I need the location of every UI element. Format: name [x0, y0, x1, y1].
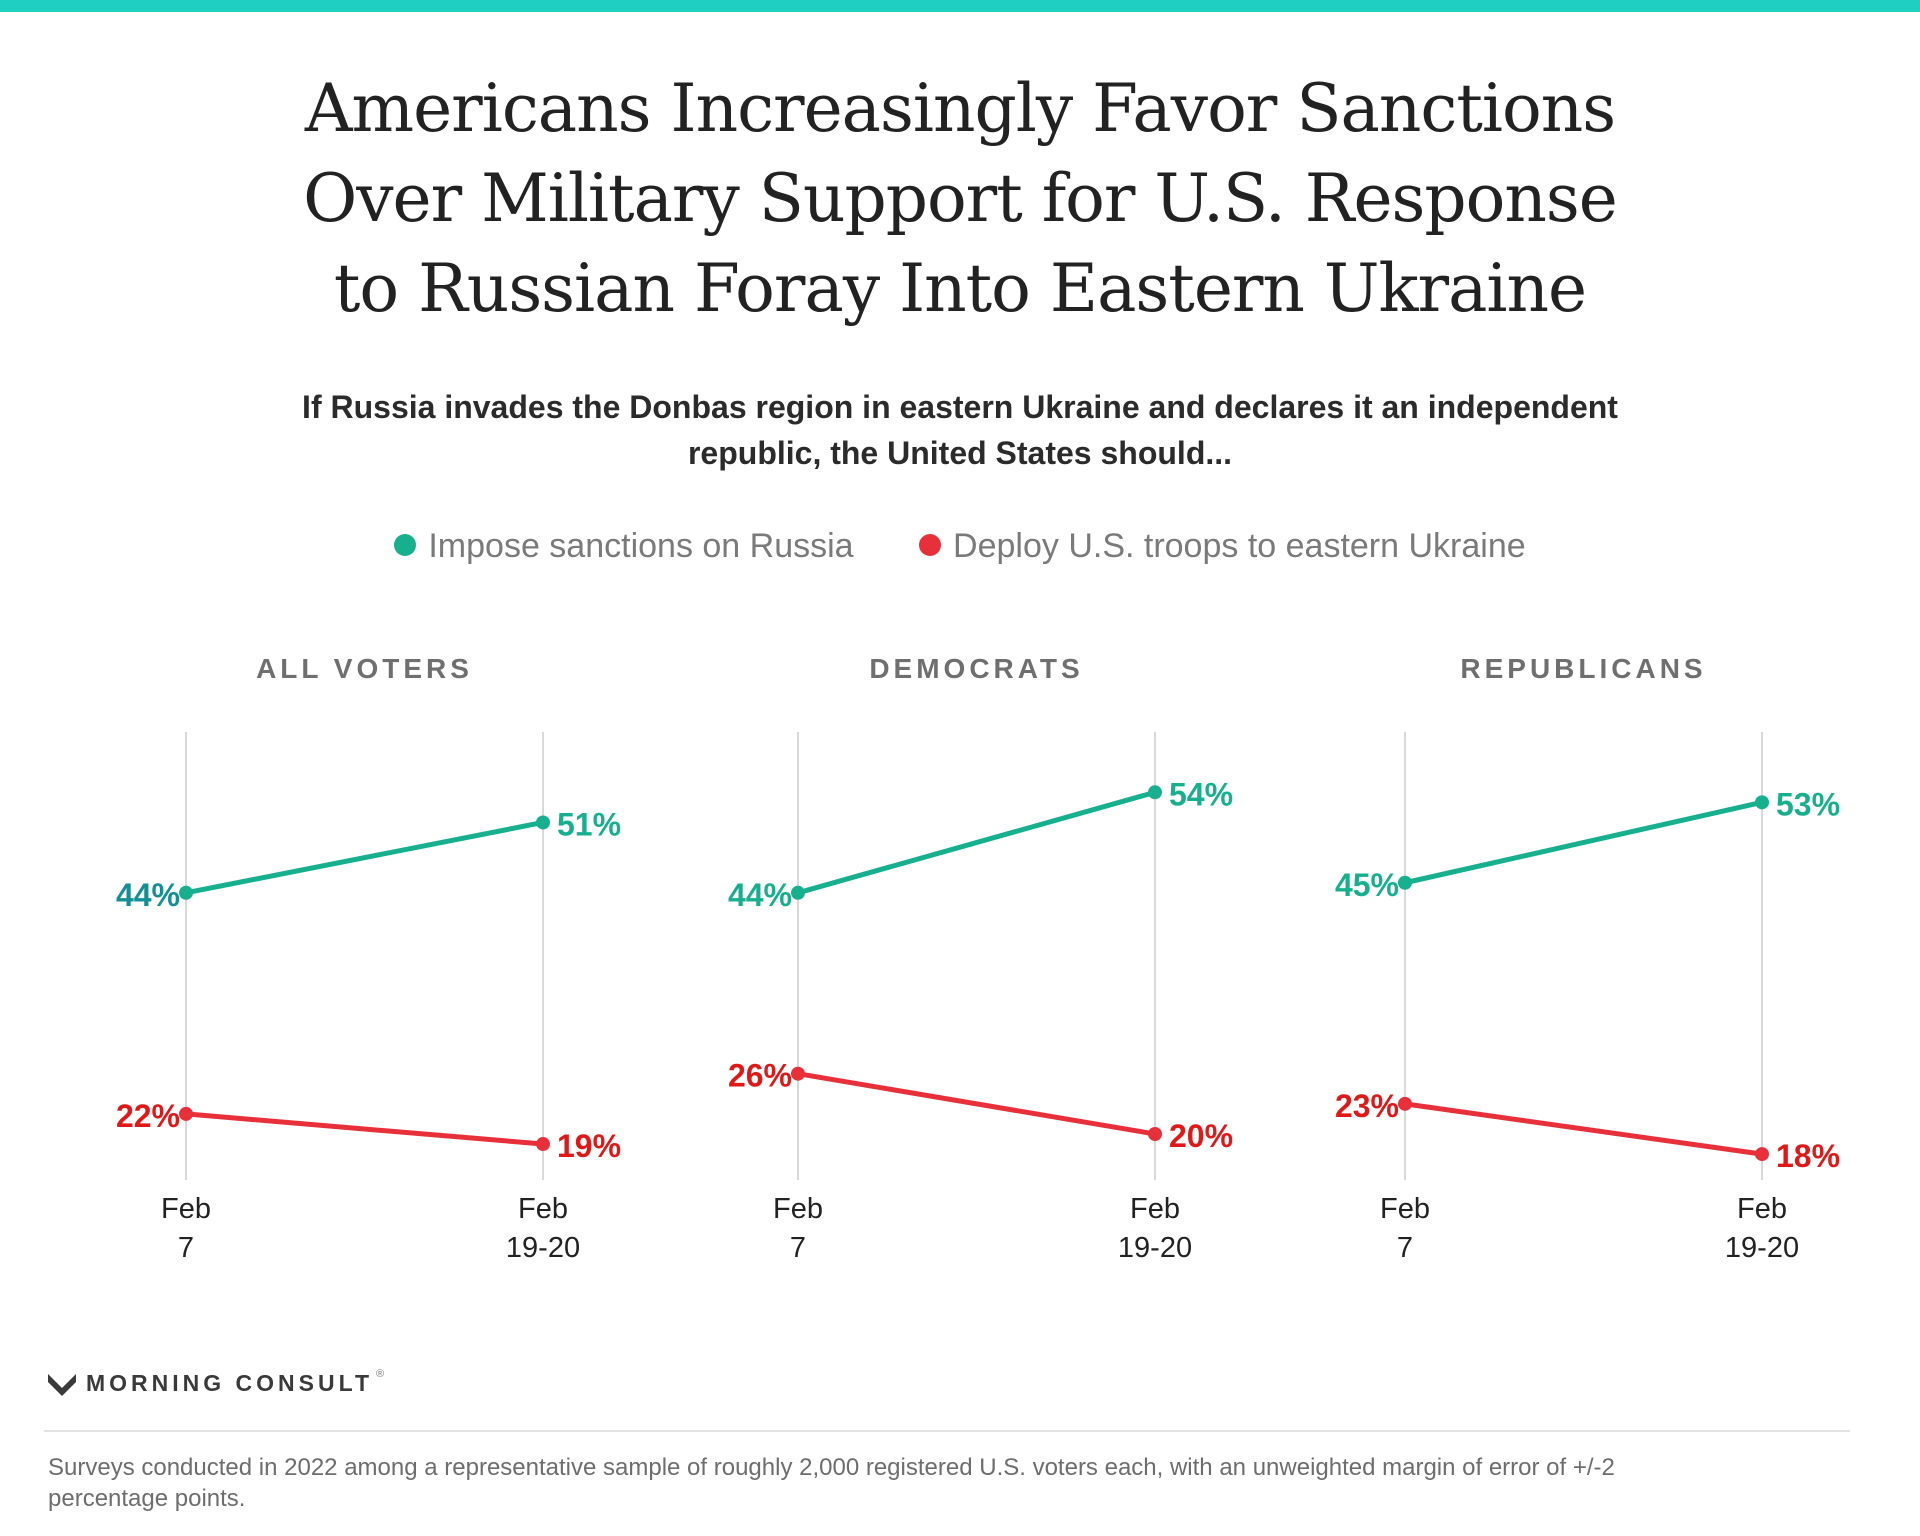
point-republicans-troops-0	[1398, 1096, 1412, 1111]
data-label-democrats-sanctions-0: 44%	[728, 877, 792, 913]
morning-consult-logo-icon	[48, 1374, 76, 1396]
point-republicans-troops-1	[1755, 1147, 1769, 1162]
x-tick-republicans-1-day: 19-20	[1725, 1232, 1799, 1264]
x-tick-democrats-1-month: Feb	[1130, 1193, 1180, 1225]
data-label-democrats-troops-1: 20%	[1169, 1118, 1233, 1154]
subtitle-line-1: If Russia invades the Donbas region in e…	[302, 389, 1618, 425]
data-label-all-voters-sanctions-1: 51%	[557, 806, 621, 842]
legend-dot-sanctions	[394, 534, 417, 557]
series-line-republicans-troops	[1402, 1101, 1765, 1157]
x-tick-all-voters-0-month: Feb	[161, 1193, 211, 1225]
x-tick-republicans-1-month: Feb	[1737, 1193, 1787, 1225]
point-democrats-sanctions-0	[791, 885, 805, 900]
chart-title: Americans Increasingly Favor Sanctions O…	[0, 64, 1920, 334]
data-label-republicans-troops-1: 18%	[1776, 1138, 1840, 1174]
legend-dot-troops	[919, 534, 942, 557]
legend-item-troops: Deploy U.S. troops to eastern Ukraine	[919, 527, 1526, 566]
point-republicans-sanctions-1	[1755, 795, 1769, 810]
point-all-voters-troops-0	[179, 1106, 193, 1121]
data-label-all-voters-troops-1: 19%	[557, 1128, 621, 1164]
point-all-voters-sanctions-0	[179, 885, 193, 900]
x-tick-democrats-0-month: Feb	[773, 1193, 823, 1225]
charts-area: ALL VOTERS Feb 7 Feb 19-20 44% 51% 22% 19% DEMOCR…	[116, 653, 1840, 1264]
brand-mark: ®	[376, 1368, 385, 1380]
x-tick-all-voters-1-day: 19-20	[506, 1232, 580, 1264]
series-line-democrats-troops	[795, 1071, 1158, 1137]
chart-subtitle: If Russia invades the Donbas region in e…	[180, 384, 1740, 476]
x-tick-republicans-0-month: Feb	[1380, 1193, 1430, 1225]
x-tick-republicans-0-day: 7	[1397, 1232, 1413, 1264]
footer-divider	[44, 1430, 1850, 1432]
point-democrats-troops-1	[1148, 1127, 1162, 1141]
x-tick-democrats-0-day: 7	[790, 1232, 806, 1264]
data-label-republicans-sanctions-1: 53%	[1776, 786, 1840, 822]
subtitle-line-2: republic, the United States should...	[687, 435, 1233, 471]
data-label-democrats-sanctions-1: 54%	[1169, 776, 1233, 812]
panel-title-democrats: DEMOCRATS	[869, 653, 1083, 684]
point-democrats-troops-0	[791, 1066, 805, 1081]
title-line-2: Over Military Support for U.S. Response	[303, 160, 1618, 237]
title-line-1: Americans Increasingly Favor Sanctions	[304, 70, 1616, 147]
point-all-voters-troops-1	[536, 1137, 550, 1152]
footnote-line-2: percentage points.	[48, 1485, 246, 1512]
data-label-republicans-troops-0: 23%	[1335, 1088, 1399, 1124]
x-tick-democrats-1-day: 19-20	[1118, 1232, 1192, 1264]
footnote-line-1: Surveys conducted in 2022 among a repres…	[48, 1454, 1615, 1481]
x-tick-all-voters-0-day: 7	[178, 1232, 194, 1264]
data-label-all-voters-sanctions-0: 44%	[116, 877, 180, 913]
footnote: Surveys conducted in 2022 among a repres…	[48, 1452, 1868, 1514]
title-line-3: to Russian Foray Into Eastern Ukraine	[333, 250, 1587, 327]
point-republicans-sanctions-0	[1398, 875, 1412, 890]
series-line-republicans-sanctions	[1402, 799, 1765, 886]
point-all-voters-sanctions-1	[536, 815, 550, 830]
series-line-democrats-sanctions	[795, 789, 1158, 896]
top-accent-bar	[0, 0, 1920, 12]
legend: Impose sanctions on Russia Deploy U.S. t…	[0, 527, 1920, 566]
panel-title-all-voters: ALL VOTERS	[256, 653, 473, 684]
brand-name: MORNING CONSULT	[86, 1370, 374, 1396]
point-democrats-sanctions-1	[1148, 785, 1162, 800]
data-label-republicans-sanctions-0: 45%	[1335, 867, 1399, 903]
data-label-democrats-troops-0: 26%	[728, 1058, 792, 1094]
panel-title-republicans: REPUBLICANS	[1460, 653, 1706, 684]
data-label-all-voters-troops-0: 22%	[116, 1098, 180, 1134]
series-line-all-voters-sanctions	[183, 819, 546, 896]
x-tick-all-voters-1-month: Feb	[518, 1193, 568, 1225]
series-line-all-voters-troops	[183, 1111, 546, 1147]
legend-label-sanctions: Impose sanctions on Russia	[428, 527, 854, 565]
legend-item-sanctions: Impose sanctions on Russia	[394, 527, 854, 566]
legend-label-troops: Deploy U.S. troops to eastern Ukraine	[953, 527, 1526, 565]
